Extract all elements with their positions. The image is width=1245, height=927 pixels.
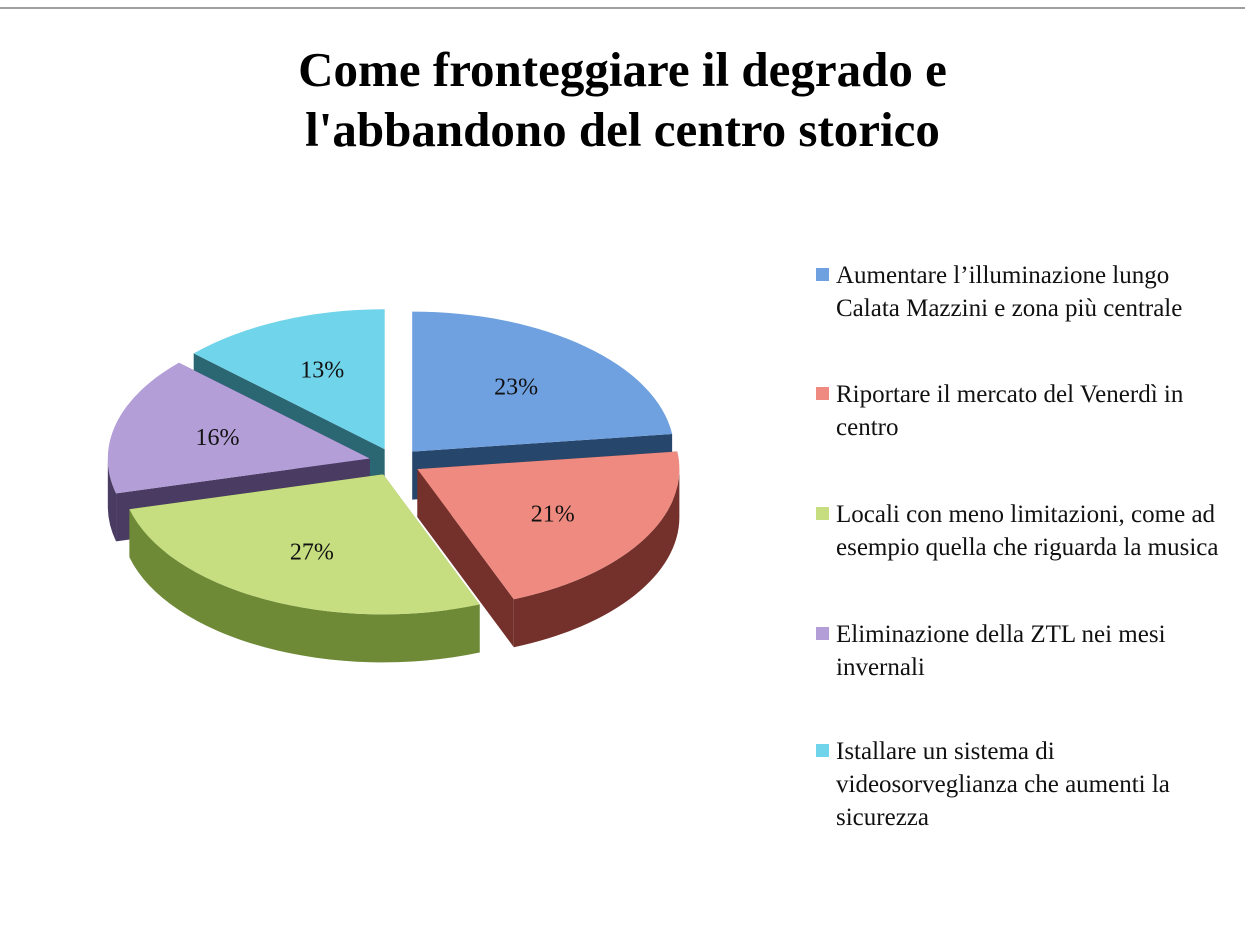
pie-slice-slice-21pct [417,451,680,648]
slice-value-label: 27% [290,540,334,566]
legend-swatch [816,387,829,400]
legend-swatch [816,744,829,757]
slice-top-face [107,362,370,494]
slice-outer-wall [107,458,117,542]
chart-title-line-1: Come fronteggiare il degrado e [298,42,947,97]
slice-top-face [412,311,673,452]
legend-label: Eliminazione della ZTL nei mesi invernal… [836,621,1166,681]
slice-value-label: 21% [531,501,575,527]
top-border-line [0,7,1245,9]
slice-outer-wall [513,469,680,648]
slice-radial-wall [417,469,514,648]
legend-swatch [816,627,829,640]
slice-value-label: 13% [300,358,344,384]
pie-slice-slice-27pct [129,474,480,663]
slice-value-label: 23% [494,374,538,400]
legend-label: Locali con meno limitazioni, come ad ese… [836,501,1219,561]
legend-label: Istallare un sistema di videosorveglianz… [836,738,1170,831]
slice-outer-wall [129,509,480,663]
legend-label: Aumentare l’illuminazione lungo Calata M… [836,262,1183,322]
legend-label: Riportare il mercato del Venerdì in cent… [836,381,1184,441]
chart-title-line-2: l'abbandono del centro storico [305,102,940,157]
slice-top-face [129,474,480,615]
slice-top-face [193,309,385,450]
chart-title: Come fronteggiare il degrado e l'abbando… [0,40,1245,160]
legend-swatch [816,507,829,520]
slice-value-label: 16% [196,425,240,451]
legend-swatch [816,268,829,281]
slice-top-face [417,451,680,600]
